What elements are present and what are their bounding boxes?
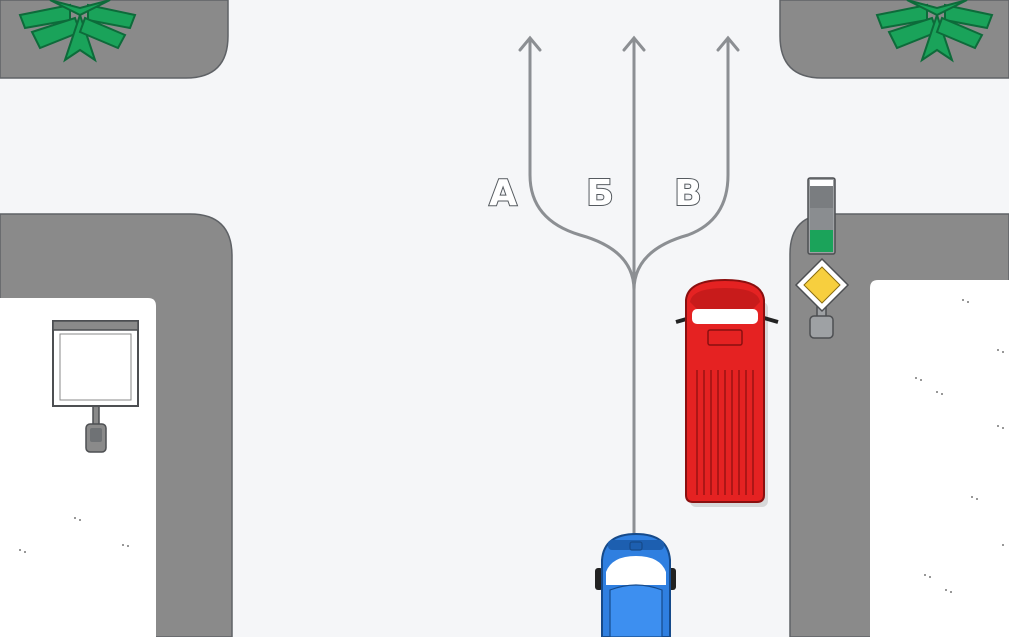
traffic-light-green-lamp (810, 230, 833, 252)
traffic-light-icon (807, 177, 836, 255)
arrow-head-straight (622, 35, 646, 52)
route-path-left (528, 38, 636, 292)
roadside-board-icon (52, 320, 139, 453)
route-path-right (632, 38, 730, 292)
route-label-a: А (489, 173, 517, 214)
corner-block-bottom-left (0, 213, 233, 637)
traffic-light-red-lamp (810, 186, 833, 208)
corner-block-bottom-right (789, 213, 1009, 637)
arrow-head-right (716, 35, 740, 52)
red-van (675, 278, 779, 507)
tree-icon (875, 0, 994, 63)
traffic-light-yellow-lamp (810, 208, 833, 230)
snow-speckles (19, 299, 1004, 593)
route-paths (518, 35, 740, 542)
tree-icon (18, 0, 137, 63)
main-road-sign-icon (794, 257, 850, 339)
route-label-v: В (674, 173, 701, 214)
arrow-head-left (518, 35, 542, 52)
route-label-b: Б (586, 173, 613, 214)
blue-car (595, 532, 676, 637)
